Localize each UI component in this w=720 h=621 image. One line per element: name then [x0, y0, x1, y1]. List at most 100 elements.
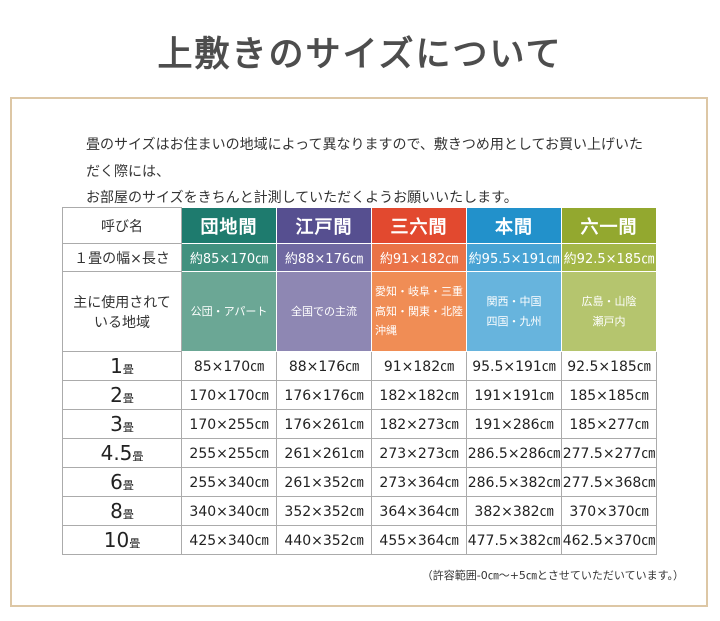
- description-line-1: 畳のサイズはお住まいの地域によって異なりますので、敷きつめ用としてお買い上げいた…: [86, 137, 644, 180]
- size-cell: 340×340㎝: [181, 496, 277, 526]
- size-cell: 88×176㎝: [276, 351, 372, 381]
- size-unit: 畳: [122, 392, 134, 405]
- column-header-edoma: 江戸間: [276, 207, 372, 244]
- size-cell: 364×364㎝: [371, 496, 467, 526]
- region-cell-edoma: 全国での主流: [276, 271, 372, 352]
- size-cell: 455×364㎝: [371, 525, 467, 555]
- size-cell: 255×340㎝: [181, 467, 277, 497]
- size-cell: 261×261㎝: [276, 438, 372, 468]
- size-cell: 182×182㎝: [371, 380, 467, 410]
- size-cell: 261×352㎝: [276, 467, 372, 497]
- size-cell: 382×382㎝: [466, 496, 562, 526]
- size-unit: 畳: [122, 421, 134, 434]
- column-header-danchima: 団地間: [181, 207, 277, 244]
- region-cell-danchima: 公団・アパート: [181, 271, 277, 352]
- corner-header: 呼び名: [62, 207, 182, 244]
- region-line: 四国・九州: [486, 314, 542, 328]
- size-number: 2: [110, 383, 123, 407]
- size-cell: 95.5×191㎝: [466, 351, 562, 381]
- size-cell: 273×364㎝: [371, 467, 467, 497]
- size-row-1jo: 1畳 85×170㎝ 88×176㎝ 91×182㎝ 95.5×191㎝ 92.…: [62, 351, 657, 381]
- size-number: 3: [110, 412, 123, 436]
- size-row-8jo: 8畳 340×340㎝ 352×352㎝ 364×364㎝ 382×382㎝ 3…: [62, 496, 657, 526]
- size-row-10jo: 10畳 425×340㎝ 440×352㎝ 455×364㎝ 477.5×382…: [62, 525, 657, 555]
- size-cell: 176×176㎝: [276, 380, 372, 410]
- tolerance-footnote: （許容範囲-0㎝〜+5㎝とさせていただいています。）: [421, 569, 684, 582]
- width-length-row: １畳の幅×長さ 約85×170㎝ 約88×176㎝ 約91×182㎝ 約95.5…: [62, 243, 657, 272]
- size-cell: 191×191㎝: [466, 380, 562, 410]
- column-header-honma: 本間: [466, 207, 562, 244]
- size-row-label: 3畳: [62, 409, 182, 439]
- size-row-label: 10畳: [62, 525, 182, 555]
- size-row-2jo: 2畳 170×170㎝ 176×176㎝ 182×182㎝ 191×191㎝ 1…: [62, 380, 657, 410]
- size-row-label: 6畳: [62, 467, 182, 497]
- row-label-region: 主に使用されて いる地域: [62, 271, 182, 352]
- size-number: 6: [110, 470, 123, 494]
- size-cell: 370×370㎝: [561, 496, 657, 526]
- size-cell: 191×286㎝: [466, 409, 562, 439]
- size-number: 10: [103, 528, 130, 552]
- size-row-label: 8畳: [62, 496, 182, 526]
- width-length-cell: 約88×176㎝: [276, 243, 372, 272]
- row-label-region-line-1: 主に使用されて: [73, 294, 171, 311]
- region-line: 広島・山陰: [581, 294, 637, 308]
- row-label-region-line-2: いる地域: [94, 314, 150, 331]
- region-cell-sanrokuma: 愛知・岐阜・三重 高知・関東・北陸 沖縄: [371, 271, 467, 352]
- size-unit: 畳: [129, 537, 141, 550]
- size-row-6jo: 6畳 255×340㎝ 261×352㎝ 273×364㎝ 286.5×382㎝…: [62, 467, 657, 497]
- region-row: 主に使用されて いる地域 公団・アパート 全国での主流 愛知・岐阜・三重 高知・…: [62, 271, 657, 352]
- width-length-cell: 約95.5×191㎝: [466, 243, 562, 272]
- size-row-3jo: 3畳 170×255㎝ 176×261㎝ 182×273㎝ 191×286㎝ 1…: [62, 409, 657, 439]
- size-unit: 畳: [122, 508, 134, 521]
- size-row-label: 2畳: [62, 380, 182, 410]
- size-cell: 277.5×368㎝: [561, 467, 657, 497]
- width-length-cell: 約85×170㎝: [181, 243, 277, 272]
- page-title: 上敷きのサイズについて: [157, 35, 563, 74]
- size-cell: 286.5×286㎝: [466, 438, 562, 468]
- size-row-label: 4.5畳: [62, 438, 182, 468]
- size-unit: 畳: [122, 479, 134, 492]
- region-line: 沖縄: [375, 324, 397, 338]
- header-row: 呼び名 団地間 江戸間 三六間 本間 六一間: [62, 207, 657, 244]
- description-text: 畳のサイズはお住まいの地域によって異なりますので、敷きつめ用としてお買い上げいた…: [86, 132, 656, 212]
- tatami-size-table: 呼び名 団地間 江戸間 三六間 本間 六一間 １畳の幅×長さ 約85×170㎝ …: [62, 207, 657, 555]
- region-line: 高知・関東・北陸: [375, 304, 463, 318]
- size-cell: 85×170㎝: [181, 351, 277, 381]
- size-cell: 273×273㎝: [371, 438, 467, 468]
- size-number: 1: [110, 354, 123, 378]
- row-label-width-length: １畳の幅×長さ: [62, 243, 182, 272]
- size-cell: 277.5×277㎝: [561, 438, 657, 468]
- size-unit: 畳: [132, 450, 144, 463]
- region-cell-rokuichima: 広島・山陰 瀬戸内: [561, 271, 657, 352]
- size-cell: 170×255㎝: [181, 409, 277, 439]
- region-line: 公団・アパート: [190, 304, 268, 318]
- width-length-cell: 約91×182㎝: [371, 243, 467, 272]
- description-line-2: お部屋のサイズをきちんと計測していただくようお願いいたします。: [86, 190, 518, 207]
- size-unit: 畳: [122, 363, 134, 376]
- size-cell: 170×170㎝: [181, 380, 277, 410]
- size-cell: 182×273㎝: [371, 409, 467, 439]
- size-row-label: 1畳: [62, 351, 182, 381]
- size-cell: 185×277㎝: [561, 409, 657, 439]
- size-cell: 176×261㎝: [276, 409, 372, 439]
- region-cell-honma: 関西・中国 四国・九州: [466, 271, 562, 352]
- size-cell: 255×255㎝: [181, 438, 277, 468]
- column-header-sanrokuma: 三六間: [371, 207, 467, 244]
- size-cell: 425×340㎝: [181, 525, 277, 555]
- size-cell: 286.5×382㎝: [466, 467, 562, 497]
- size-cell: 352×352㎝: [276, 496, 372, 526]
- size-cell: 462.5×370㎝: [561, 525, 657, 555]
- size-cell: 91×182㎝: [371, 351, 467, 381]
- size-cell: 185×185㎝: [561, 380, 657, 410]
- size-number: 4.5: [100, 441, 133, 465]
- size-cell: 477.5×382㎝: [466, 525, 562, 555]
- region-line: 愛知・岐阜・三重: [375, 284, 463, 298]
- column-header-rokuichima: 六一間: [561, 207, 657, 244]
- size-cell: 92.5×185㎝: [561, 351, 657, 381]
- region-line: 瀬戸内: [592, 314, 626, 328]
- region-line: 全国での主流: [291, 304, 357, 318]
- size-row-4-5jo: 4.5畳 255×255㎝ 261×261㎝ 273×273㎝ 286.5×28…: [62, 438, 657, 468]
- width-length-cell: 約92.5×185㎝: [561, 243, 657, 272]
- content-panel: 畳のサイズはお住まいの地域によって異なりますので、敷きつめ用としてお買い上げいた…: [10, 97, 708, 607]
- size-number: 8: [110, 499, 123, 523]
